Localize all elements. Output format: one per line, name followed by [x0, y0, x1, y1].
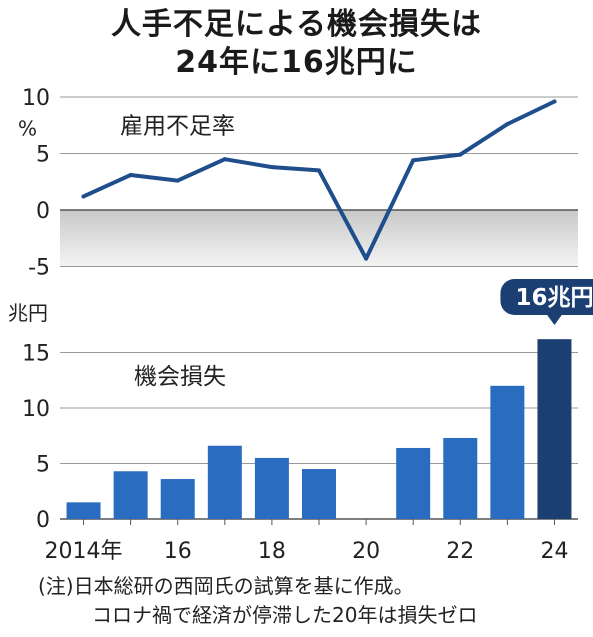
x-tick-label: 18 [258, 539, 286, 564]
line-y-tick-label: 5 [36, 143, 50, 168]
title-line-2: 24年に16兆円に [175, 45, 418, 80]
line-y-tick-label: 10 [22, 86, 50, 111]
bar [113, 471, 148, 519]
line-point [175, 178, 180, 183]
line-point [552, 99, 557, 104]
bar [396, 447, 431, 519]
line-point [222, 157, 227, 162]
bar-y-tick-label: 15 [22, 342, 50, 367]
line-point [81, 194, 86, 199]
x-tick-label: 20 [352, 539, 380, 564]
footnote-line-2: コロナ禍で経済が停滞した20年は損失ゼロ [92, 603, 478, 627]
line-point [317, 168, 321, 173]
bar [207, 445, 242, 519]
line-point [269, 165, 274, 170]
bar-y-unit-label: 兆円 [8, 301, 48, 325]
bar [443, 437, 478, 519]
chart-title: 人手不足による機会損失は 24年に16兆円に [0, 6, 593, 82]
line-y-tick-label: 0 [36, 199, 50, 224]
footnote-line-1: (注)日本総研の西岡氏の試算を基に作成。 [38, 574, 414, 598]
title-line-1: 人手不足による機会損失は [110, 7, 483, 42]
line-point [458, 152, 463, 157]
bar-series-label: 機会損失 [134, 364, 226, 390]
line-point [505, 122, 510, 127]
callout-pointer [546, 314, 563, 325]
bar [160, 479, 195, 519]
line-y-unit-label: % [18, 116, 37, 140]
bar [302, 469, 336, 519]
x-tick-label: 16 [164, 539, 192, 564]
line-y-tick-label: -5 [28, 256, 50, 281]
bar-y-tick-label: 5 [36, 453, 50, 478]
callout-badge [500, 279, 593, 315]
line-point [411, 158, 416, 163]
x-tick-label: 24 [540, 539, 568, 564]
line-series-label: 雇用不足率 [120, 113, 235, 139]
x-tick-label: 22 [446, 539, 474, 564]
x-tick-label: 2014年 [45, 539, 123, 564]
bar [66, 502, 101, 519]
bar-y-tick-label: 0 [36, 508, 50, 533]
bar-highlight [537, 339, 572, 519]
line-point [128, 172, 133, 177]
bar [254, 457, 289, 519]
negative-zone-shading [60, 210, 578, 267]
bar [490, 385, 525, 519]
callout-label: 16兆円 [515, 285, 593, 311]
line-point [364, 256, 369, 261]
bar-y-tick-label: 10 [22, 397, 50, 422]
